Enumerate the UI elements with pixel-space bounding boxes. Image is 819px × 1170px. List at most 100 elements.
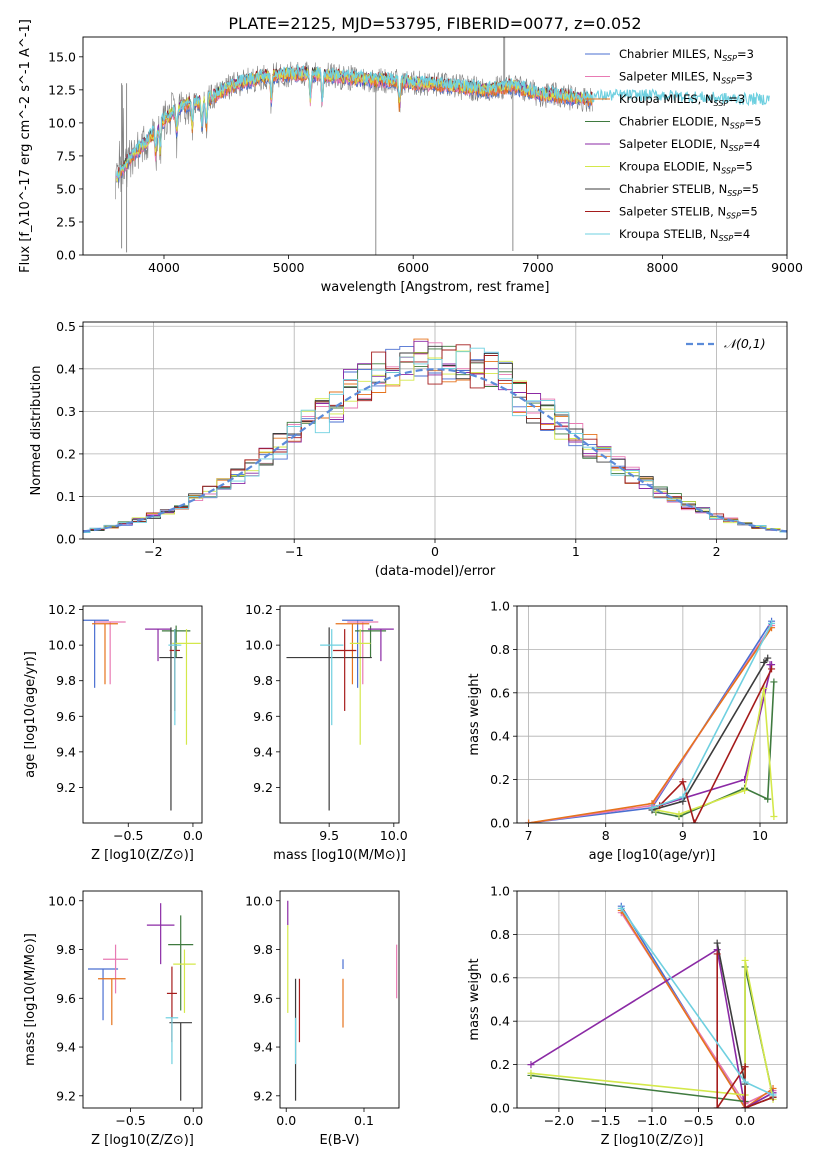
- y-tick-label: 0.6: [490, 685, 510, 700]
- errorbar-point: [320, 629, 344, 726]
- weight-line-6: [651, 657, 769, 811]
- x-tick-label: 10: [752, 828, 768, 843]
- y-axis-label: age [log10(age/yr)]: [23, 651, 38, 778]
- x-tick-label: 0.0: [276, 1113, 296, 1128]
- y-tick-label: 9.2: [253, 780, 273, 795]
- errorbar-point: [168, 915, 194, 1011]
- y-tick-label: 10.0: [245, 638, 273, 653]
- weight-marker: [713, 1104, 721, 1108]
- x-axis-label: (data-model)/error: [375, 564, 496, 579]
- plot-area: [286, 619, 394, 811]
- weight-marker: [713, 939, 721, 947]
- y-tick-label: 0.0: [490, 816, 510, 831]
- y-tick-label: 10.2: [245, 602, 273, 617]
- x-tick-label: 7000: [522, 260, 554, 275]
- plot-area: [88, 903, 196, 1101]
- x-tick-label: 0.0: [183, 1113, 203, 1128]
- x-tick-label: 7: [525, 828, 533, 843]
- x-tick-label: 0.1: [354, 1113, 374, 1128]
- y-tick-label: 0.3: [56, 404, 76, 419]
- weight-marker: [768, 619, 776, 627]
- y-tick-label: 10.0: [48, 115, 76, 130]
- y-tick-label: 0.2: [490, 772, 510, 787]
- panel-mass_vs_EBV: 0.0 0.1 9.2 9.4 9.6 9.8 10.0 E(B-V): [245, 890, 400, 1148]
- legend-entry: Chabrier ELODIE, NSSP=5: [619, 115, 761, 131]
- x-axis-label: age [log10(age/yr)]: [589, 848, 716, 863]
- x-tick-label: 6000: [397, 260, 429, 275]
- y-tick-label: 10.0: [48, 638, 76, 653]
- y-tick-label: 9.6: [56, 709, 76, 724]
- y-tick-label: 9.8: [56, 942, 76, 957]
- weight-line-5: [530, 960, 774, 1100]
- errorbar-point: [347, 621, 379, 685]
- errorbar-point: [103, 944, 129, 994]
- x-tick-label: 0.0: [735, 1113, 755, 1128]
- legend-entry: Salpeter MILES, NSSP=3: [619, 70, 753, 86]
- x-axis-label: E(B-V): [319, 1133, 359, 1148]
- axes-frame: [279, 605, 400, 824]
- legend-entry: Salpeter STELIB, NSSP=5: [619, 205, 758, 221]
- y-tick-label: 9.2: [56, 1088, 76, 1103]
- weight-marker: [679, 793, 687, 801]
- figure-title: PLATE=2125, MJD=53795, FIBERID=0077, z=0…: [228, 14, 641, 33]
- weight-line-2: [620, 910, 774, 1108]
- x-tick-label: 2: [713, 544, 721, 559]
- errorbar-point: [333, 629, 357, 711]
- y-tick-label: 2.5: [56, 214, 76, 229]
- y-tick-label: 5.0: [56, 181, 76, 196]
- x-tick-label: −0.5: [115, 1113, 145, 1128]
- panel-age_vs_mass: 9.5 10.0 9.2 9.4 9.6 9.8 10.0 10.2 mass [log10(M…: [245, 602, 408, 863]
- weight-marker: [527, 1069, 535, 1077]
- y-tick-label: 0.2: [56, 446, 76, 461]
- weight-marker: [741, 1078, 749, 1086]
- weight-marker: [741, 956, 749, 964]
- axes-frame: [516, 605, 788, 824]
- legend-entry: Chabrier STELIB, NSSP=5: [619, 182, 759, 198]
- y-tick-label: 9.4: [253, 1040, 273, 1055]
- legend-entry: Salpeter ELODIE, NSSP=4: [619, 137, 760, 153]
- y-tick-label: 9.4: [56, 744, 76, 759]
- y-tick-label: 9.4: [253, 744, 273, 759]
- y-axis-label: Normed distribution: [29, 366, 44, 496]
- x-tick-label: −2.0: [544, 1113, 574, 1128]
- errorbar-point: [145, 628, 171, 662]
- y-tick-label: 9.2: [56, 780, 76, 795]
- errorbar-point: [88, 968, 119, 1021]
- legend-entry: Kroupa MILES, NSSP=3: [619, 92, 745, 108]
- y-tick-label: 7.5: [56, 148, 76, 163]
- weight-line-4: [530, 948, 774, 1108]
- x-tick-label: 5000: [273, 260, 305, 275]
- y-axis-label: mass weight: [467, 673, 482, 755]
- x-tick-label: 4000: [148, 260, 180, 275]
- weight-marker: [741, 1063, 749, 1071]
- weight-marker: [764, 654, 772, 662]
- x-tick-label: 1: [572, 544, 580, 559]
- gaussian-reference: [83, 368, 787, 533]
- y-tick-label: 0.0: [56, 532, 76, 547]
- x-tick-label: 9.5: [319, 828, 339, 843]
- x-tick-label: −1.0: [637, 1113, 667, 1128]
- errorbar-point: [165, 1017, 179, 1065]
- y-tick-label: 0.4: [490, 729, 510, 744]
- y-tick-label: 9.6: [56, 991, 76, 1006]
- y-tick-label: 9.8: [56, 673, 76, 688]
- weight-marker: [527, 1061, 535, 1069]
- y-axis-label: Flux [f_λ10^-17 erg cm^-2 s^-1 A^-1]: [18, 19, 33, 273]
- panel-weight_vs_Z: −2.0 −1.5 −1.0 −0.5 0.0 0.0 0.2 0.4 0.6 0.8 1.0 Z […: [467, 884, 788, 1148]
- x-tick-label: −0.5: [113, 828, 143, 843]
- y-tick-label: 0.0: [56, 248, 76, 263]
- y-tick-label: 0.8: [490, 927, 510, 942]
- y-axis-label: mass [log10(M/M⊙)]: [23, 933, 38, 1066]
- plot-area: [83, 338, 787, 533]
- plot-area: [525, 617, 778, 823]
- axes-frame: [279, 890, 400, 1109]
- model-spectrum-8: [116, 63, 770, 178]
- weight-marker: [690, 819, 698, 823]
- plot-area: [115, 37, 770, 255]
- plot-area: [287, 900, 398, 1101]
- axes-frame: [82, 36, 788, 256]
- weight-marker: [525, 819, 533, 823]
- weight-marker: [770, 678, 778, 686]
- x-tick-label: −0.5: [683, 1113, 713, 1128]
